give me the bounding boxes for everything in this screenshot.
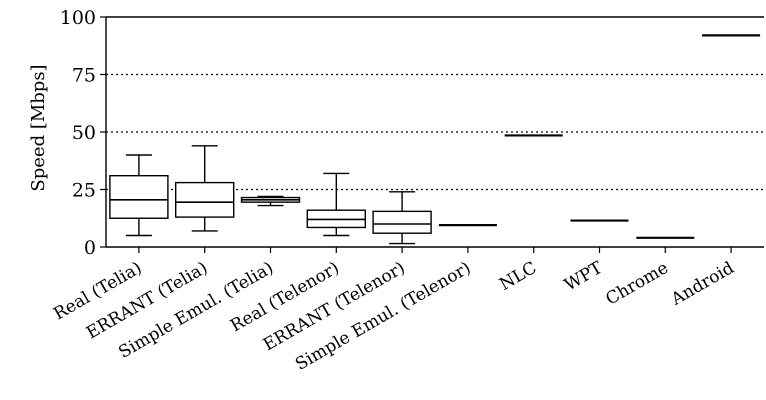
axes (100, 16, 764, 253)
y-tick-label: 100 (60, 7, 96, 29)
box-0 (109, 154, 169, 237)
box-1 (174, 145, 235, 232)
box-4 (372, 191, 432, 245)
box-3 (306, 172, 366, 237)
x-tick-label: Chrome (602, 258, 671, 310)
y-tick-label: 50 (72, 122, 96, 144)
box-iqr (109, 174, 169, 219)
y-tick-label: 75 (72, 65, 96, 87)
y-axis-title: Speed [Mbps] (28, 64, 49, 191)
y-tick-label: 0 (84, 237, 96, 259)
box-series (109, 34, 761, 245)
x-tick-label: Android (667, 258, 738, 310)
x-tick-label: WPT (561, 258, 606, 296)
box-2 (240, 195, 301, 207)
box-iqr (174, 181, 235, 218)
x-tick-label: NLC (496, 258, 540, 295)
y-tick-label: 25 (72, 180, 96, 202)
box-iqr (372, 210, 432, 234)
